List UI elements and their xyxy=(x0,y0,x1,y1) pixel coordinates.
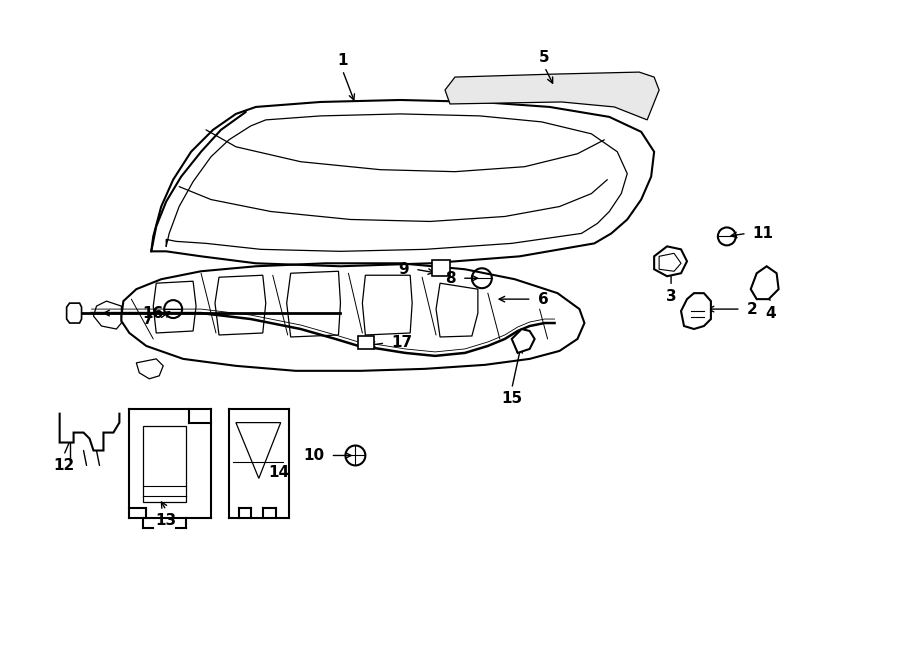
Polygon shape xyxy=(681,293,711,329)
Text: 2: 2 xyxy=(747,301,758,317)
Polygon shape xyxy=(59,412,120,451)
Text: 12: 12 xyxy=(53,458,75,473)
Polygon shape xyxy=(512,329,535,353)
Text: 8: 8 xyxy=(446,271,456,286)
Text: 4: 4 xyxy=(765,305,776,321)
Text: 11: 11 xyxy=(752,226,774,241)
Text: 13: 13 xyxy=(156,513,176,527)
Polygon shape xyxy=(436,283,478,337)
Text: 16: 16 xyxy=(142,305,164,321)
Text: 3: 3 xyxy=(666,289,677,303)
Text: 9: 9 xyxy=(399,262,410,277)
Bar xyxy=(358,336,374,349)
Text: 10: 10 xyxy=(303,448,325,463)
Text: 17: 17 xyxy=(392,335,412,350)
Text: 1: 1 xyxy=(338,53,347,67)
Polygon shape xyxy=(153,281,196,333)
Text: 15: 15 xyxy=(501,391,522,407)
Text: 6: 6 xyxy=(537,292,548,307)
Text: 5: 5 xyxy=(539,50,550,65)
Polygon shape xyxy=(215,275,266,335)
Text: 7: 7 xyxy=(142,311,153,327)
Polygon shape xyxy=(445,72,659,120)
Polygon shape xyxy=(654,247,687,276)
Polygon shape xyxy=(287,271,340,337)
Polygon shape xyxy=(67,303,82,323)
Polygon shape xyxy=(236,422,281,479)
Text: 14: 14 xyxy=(269,465,290,480)
Polygon shape xyxy=(363,275,412,335)
Bar xyxy=(432,260,450,276)
Polygon shape xyxy=(751,266,778,299)
